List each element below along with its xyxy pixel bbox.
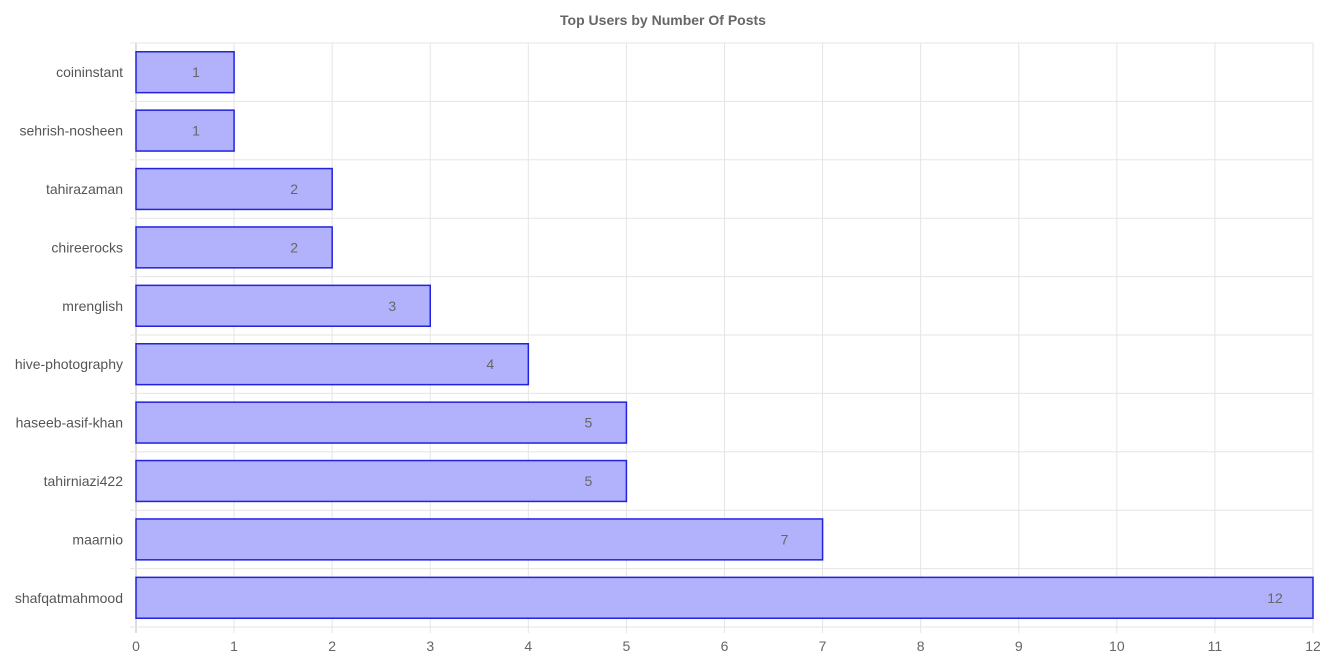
category-label: tahirazaman <box>46 181 123 197</box>
x-tick-label: 5 <box>623 638 631 654</box>
bar-value-label: 5 <box>585 415 593 431</box>
category-label: maarnio <box>72 531 123 547</box>
x-tick-label: 11 <box>1208 638 1223 654</box>
category-label: chireerocks <box>51 239 123 255</box>
bar-value-label: 12 <box>1267 590 1283 606</box>
bar <box>135 401 628 444</box>
category-label: hive-photography <box>15 356 123 372</box>
bar-value-label: 1 <box>192 123 200 139</box>
bar <box>135 518 824 561</box>
bar-value-label: 5 <box>585 473 593 489</box>
category-label: sehrish-nosheen <box>19 123 123 139</box>
bar-value-label: 7 <box>781 531 789 547</box>
x-tick-label: 8 <box>917 638 925 654</box>
bar <box>135 167 333 211</box>
category-axis: coininstant sehrish-nosheen tahirazaman chi… <box>15 64 123 606</box>
bar <box>135 51 235 94</box>
bar <box>135 459 628 503</box>
x-tick-label: 7 <box>819 638 827 654</box>
chart-title: Top Users by Number Of Posts <box>560 12 766 28</box>
x-tick-label: 10 <box>1109 638 1125 654</box>
x-tick-label: 12 <box>1305 638 1321 654</box>
bar <box>135 284 431 327</box>
x-tick-label: 9 <box>1015 638 1023 654</box>
category-label: mrenglish <box>62 298 123 314</box>
bar-value-label: 2 <box>290 239 298 255</box>
bar-value-label: 4 <box>486 356 494 372</box>
bar-value-label: 1 <box>192 64 200 80</box>
bar <box>135 109 235 152</box>
x-tick-label: 4 <box>524 638 532 654</box>
grid <box>130 42 1314 633</box>
bar <box>135 226 333 269</box>
x-tick-label: 2 <box>328 638 336 654</box>
bar-value-label: 3 <box>388 298 396 314</box>
category-label: tahirniazi422 <box>44 473 124 489</box>
x-tick-label: 3 <box>426 638 434 654</box>
x-tick-label: 6 <box>721 638 729 654</box>
category-label: shafqatmahmood <box>15 590 123 606</box>
value-axis: 0 1 2 3 4 5 6 7 8 9 10 11 12 <box>132 638 1321 654</box>
category-label: coininstant <box>56 64 123 80</box>
bar <box>135 343 530 386</box>
x-tick-label: 0 <box>132 638 140 654</box>
bar <box>135 576 1314 619</box>
bar-value-label: 2 <box>290 181 298 197</box>
x-tick-label: 1 <box>230 638 238 654</box>
category-label: haseeb-asif-khan <box>16 415 123 431</box>
